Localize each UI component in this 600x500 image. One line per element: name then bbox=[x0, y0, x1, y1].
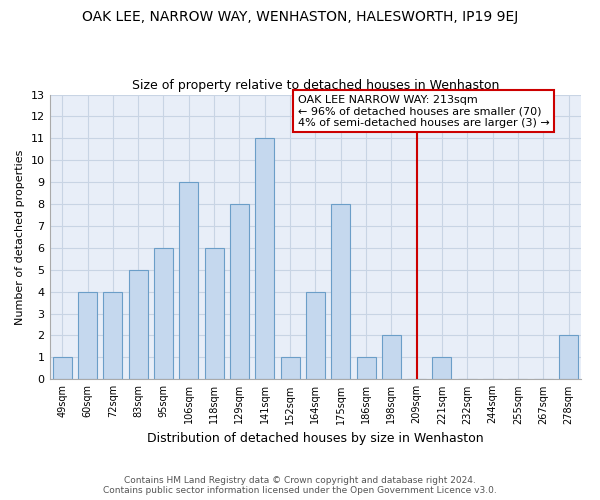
Bar bbox=[128, 270, 148, 380]
Y-axis label: Number of detached properties: Number of detached properties bbox=[15, 149, 25, 324]
Bar bbox=[306, 292, 325, 380]
Text: OAK LEE NARROW WAY: 213sqm
← 96% of detached houses are smaller (70)
4% of semi-: OAK LEE NARROW WAY: 213sqm ← 96% of deta… bbox=[298, 94, 550, 128]
Bar bbox=[433, 358, 451, 380]
Bar bbox=[559, 336, 578, 380]
X-axis label: Distribution of detached houses by size in Wenhaston: Distribution of detached houses by size … bbox=[147, 432, 484, 445]
Title: Size of property relative to detached houses in Wenhaston: Size of property relative to detached ho… bbox=[132, 79, 499, 92]
Bar bbox=[179, 182, 198, 380]
Bar bbox=[103, 292, 122, 380]
Bar bbox=[281, 358, 299, 380]
Bar bbox=[382, 336, 401, 380]
Bar bbox=[53, 358, 71, 380]
Bar bbox=[154, 248, 173, 380]
Bar bbox=[230, 204, 249, 380]
Text: OAK LEE, NARROW WAY, WENHASTON, HALESWORTH, IP19 9EJ: OAK LEE, NARROW WAY, WENHASTON, HALESWOR… bbox=[82, 10, 518, 24]
Bar bbox=[331, 204, 350, 380]
Bar bbox=[78, 292, 97, 380]
Bar bbox=[255, 138, 274, 380]
Text: Contains HM Land Registry data © Crown copyright and database right 2024.
Contai: Contains HM Land Registry data © Crown c… bbox=[103, 476, 497, 495]
Bar bbox=[356, 358, 376, 380]
Bar bbox=[205, 248, 224, 380]
